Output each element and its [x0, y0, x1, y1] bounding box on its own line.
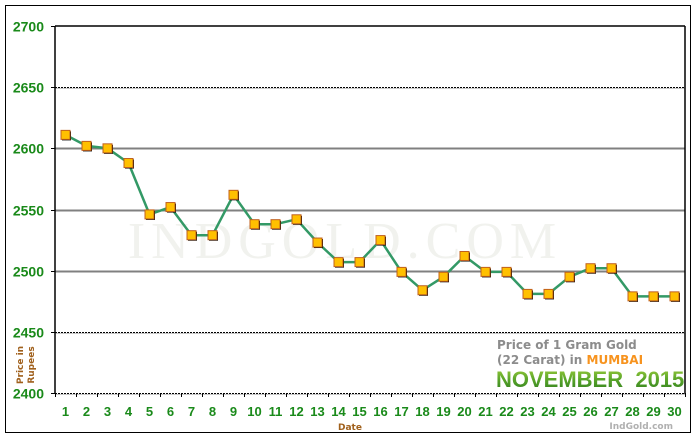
x-tick-label: 11	[269, 404, 283, 419]
x-tick-label: 8	[209, 404, 216, 419]
x-tick-label: 27	[604, 404, 618, 419]
data-point-marker	[312, 237, 323, 248]
x-tick-label: 23	[520, 404, 534, 419]
x-tick-label: 9	[230, 404, 237, 419]
x-tick-label: 30	[667, 404, 681, 419]
chart-legend: Price of 1 Gram Gold (22 Carat) in MUMBA…	[496, 338, 684, 392]
x-tick-label: 19	[436, 404, 450, 419]
data-point-marker	[207, 230, 218, 241]
y-tick-label: 2650	[13, 80, 44, 96]
y-tick-label: 2600	[13, 141, 44, 157]
data-point-marker	[543, 288, 554, 299]
y-tick-label: 2400	[13, 386, 44, 402]
y-axis-ticks: 2400 2450 2500 2550 2600 2650 2700	[13, 19, 55, 402]
data-point-marker	[333, 257, 344, 268]
data-point-marker	[270, 219, 281, 230]
price-series	[60, 129, 680, 302]
x-tick-label: 22	[499, 404, 513, 419]
x-tick-label: 3	[104, 404, 111, 419]
data-point-marker	[417, 285, 428, 296]
y-axis-title-line2: Rupees	[27, 346, 37, 383]
legend-month: NOVEMBER 2015	[496, 367, 684, 392]
x-tick-label: 6	[167, 404, 174, 419]
data-point-marker	[354, 257, 365, 268]
x-tick-label: 24	[541, 404, 556, 419]
x-tick-label: 1	[62, 404, 69, 419]
y-tick-label: 2500	[13, 264, 44, 280]
data-point-marker	[81, 140, 92, 151]
x-tick-label: 20	[457, 404, 471, 419]
data-point-marker	[165, 202, 176, 213]
x-tick-label: 21	[478, 404, 492, 419]
x-tick-label: 13	[310, 404, 324, 419]
y-axis-title-line1: Price in	[16, 346, 26, 384]
x-tick-label: 10	[247, 404, 261, 419]
data-point-marker	[438, 271, 449, 282]
data-point-marker	[102, 143, 113, 154]
data-point-marker	[585, 263, 596, 274]
data-point-marker	[564, 271, 575, 282]
x-tick-label: 28	[625, 404, 639, 419]
y-axis-title: Price in Rupees	[16, 346, 37, 384]
data-point-marker	[249, 219, 260, 230]
x-tick-label: 14	[331, 404, 346, 419]
x-axis-ticks: 1 2 3 4 5 6 7 8 9 10 11 12 13 14 15 16 17 18 19 20 21 22 23 24 2…	[55, 393, 686, 419]
data-point-marker	[480, 266, 491, 277]
data-point-marker	[144, 209, 155, 220]
data-point-marker	[375, 235, 386, 246]
data-point-marker	[606, 263, 617, 274]
chart-frame	[5, 5, 691, 433]
y-tick-label: 2450	[13, 325, 44, 341]
data-point-marker	[627, 291, 638, 302]
data-point-marker	[396, 266, 407, 277]
data-point-marker	[123, 158, 134, 169]
legend-city: MUMBAI	[587, 353, 644, 367]
legend-carat-text: (22 Carat) in	[497, 353, 587, 367]
x-tick-label: 29	[646, 404, 660, 419]
x-tick-label: 17	[394, 404, 408, 419]
x-tick-label: 15	[352, 404, 366, 419]
data-point-marker	[522, 288, 533, 299]
site-credit: IndGold.com	[609, 422, 673, 432]
x-tick-label: 5	[146, 404, 153, 419]
x-tick-label: 16	[373, 404, 387, 419]
x-tick-label: 4	[125, 404, 133, 419]
y-tick-label: 2700	[13, 19, 44, 35]
data-point-marker	[669, 291, 680, 302]
data-point-marker	[186, 230, 197, 241]
data-point-marker	[501, 266, 512, 277]
x-tick-label: 7	[188, 404, 195, 419]
y-tick-label: 2550	[13, 203, 44, 219]
data-point-marker	[459, 250, 470, 261]
data-point-marker	[291, 214, 302, 225]
x-tick-label: 12	[289, 404, 303, 419]
x-axis-title: Date	[338, 423, 362, 433]
data-point-marker	[60, 129, 71, 140]
legend-title-line2: (22 Carat) in MUMBAI	[497, 353, 643, 367]
x-tick-label: 2	[83, 404, 90, 419]
data-point-marker	[228, 189, 239, 200]
x-tick-label: 26	[583, 404, 597, 419]
data-point-marker	[648, 291, 659, 302]
x-tick-label: 25	[562, 404, 576, 419]
legend-title-line1: Price of 1 Gram Gold	[497, 338, 637, 352]
x-tick-label: 18	[415, 404, 429, 419]
